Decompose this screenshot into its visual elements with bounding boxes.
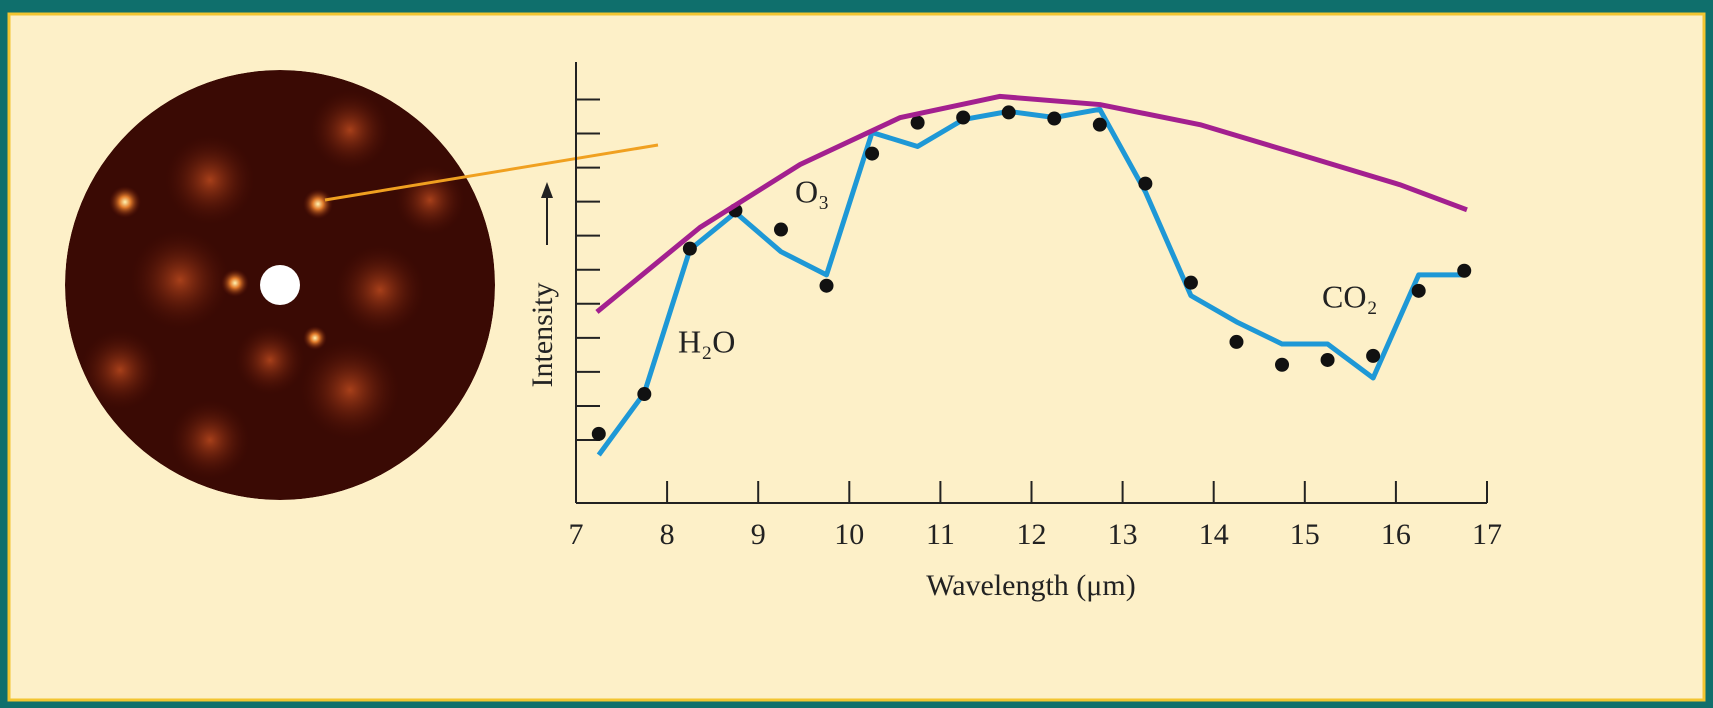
data-point	[1138, 177, 1152, 191]
data-point	[956, 111, 970, 125]
x-tick-label: 9	[751, 518, 766, 551]
x-tick-label: 8	[660, 518, 675, 551]
x-tick-label: 11	[926, 518, 955, 551]
annotation: H₂O	[678, 323, 735, 359]
x-tick-label: 7	[569, 518, 584, 551]
data-point	[637, 387, 651, 401]
data-point	[911, 116, 925, 130]
data-point	[1229, 335, 1243, 349]
data-point	[1366, 349, 1380, 363]
data-point	[1457, 264, 1471, 278]
sky-image	[65, 70, 495, 500]
data-point	[1002, 105, 1016, 119]
data-point	[820, 279, 834, 293]
x-tick-label: 14	[1199, 518, 1229, 551]
data-point	[1047, 112, 1061, 126]
data-point	[865, 147, 879, 161]
x-tick-label: 15	[1290, 518, 1320, 551]
y-axis-title: Intensity	[526, 283, 559, 388]
x-tick-label: 10	[834, 518, 864, 551]
data-point	[1275, 358, 1289, 372]
data-point	[1093, 118, 1107, 132]
annotation: O₃	[795, 173, 829, 209]
x-tick-label: 12	[1017, 518, 1047, 551]
chart: Wavelength (μm) Intensity O₃ H₂O CO₂ 7 8 9…	[0, 0, 1713, 708]
data-point	[1321, 353, 1335, 367]
x-axis-title: Wavelength (μm)	[926, 569, 1135, 602]
data-point	[774, 223, 788, 237]
x-tick-label: 16	[1381, 518, 1411, 551]
data-point	[683, 242, 697, 256]
annotation: CO₂	[1322, 278, 1378, 314]
x-tick-label: 17	[1472, 518, 1502, 551]
data-point	[1184, 276, 1198, 290]
data-point	[1412, 284, 1426, 298]
page: {"chart_data": { "type": "line", "x_labe…	[0, 0, 1713, 708]
data-point	[592, 427, 606, 441]
x-tick-label: 13	[1108, 518, 1138, 551]
